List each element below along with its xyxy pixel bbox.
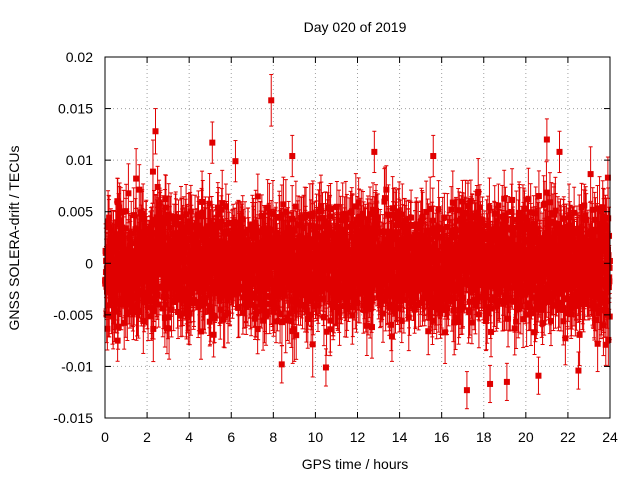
point-marker	[223, 203, 229, 209]
point-marker	[133, 176, 139, 182]
point-marker	[199, 199, 205, 205]
point-marker	[255, 193, 261, 199]
point-marker	[154, 292, 160, 298]
point-marker	[125, 190, 131, 196]
point-marker	[150, 169, 156, 175]
